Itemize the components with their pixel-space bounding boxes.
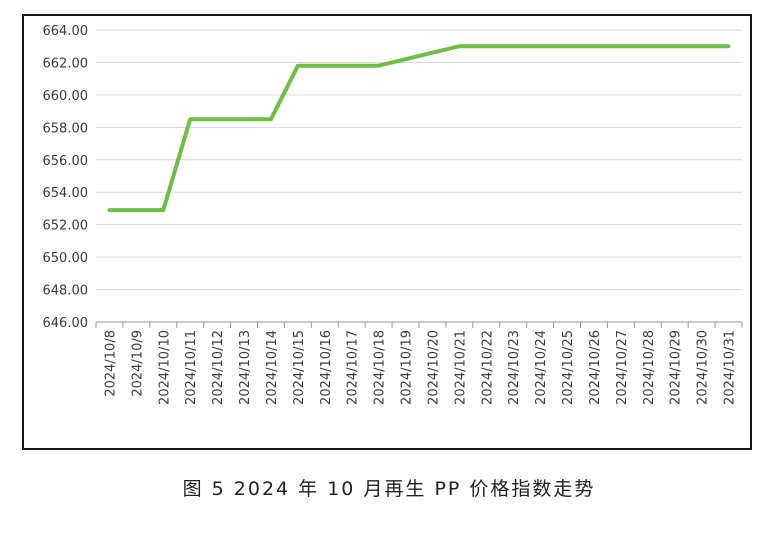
- y-tick-label: 650.00: [43, 251, 89, 266]
- x-tick-label: 2024/10/8: [103, 330, 118, 397]
- x-tick-label: 2024/10/27: [615, 330, 630, 405]
- x-tick-label: 2024/10/14: [265, 330, 280, 405]
- y-tick-label: 654.00: [43, 186, 89, 201]
- x-tick-label: 2024/10/10: [157, 330, 172, 405]
- axes: [95, 321, 743, 328]
- x-tick-label: 2024/10/26: [588, 330, 603, 405]
- x-tick-label: 2024/10/9: [130, 330, 145, 397]
- x-tick-label: 2024/10/11: [184, 330, 199, 405]
- x-tick-label: 2024/10/19: [400, 330, 415, 405]
- x-tick-label: 2024/10/23: [507, 330, 522, 405]
- x-tick-label: 2024/10/28: [642, 330, 657, 405]
- y-tick-label: 646.00: [43, 316, 89, 331]
- y-tick-label: 660.00: [43, 89, 89, 104]
- x-tick-label: 2024/10/13: [238, 330, 253, 405]
- y-tick-label: 662.00: [43, 56, 89, 71]
- y-tick-labels: 646.00 648.00 650.00 652.00 654.00 656.00 658.…: [43, 24, 89, 331]
- y-tick-label: 658.00: [43, 121, 89, 136]
- x-tick-label: 2024/10/18: [373, 330, 388, 405]
- series-layer: [107, 44, 731, 213]
- x-tick-label: 2024/10/16: [319, 330, 334, 405]
- y-tick-label: 664.00: [43, 24, 89, 39]
- y-tick-label: 656.00: [43, 154, 89, 169]
- chart-frame: 646.00 648.00 650.00 652.00 654.00 656.00 658.…: [22, 14, 752, 450]
- y-tick-label: 648.00: [43, 284, 89, 299]
- y-tick-label: 652.00: [43, 219, 89, 234]
- x-tick-label: 2024/10/12: [211, 330, 226, 405]
- grid-lines: [96, 29, 742, 291]
- x-tick-label: 2024/10/31: [723, 330, 738, 405]
- x-tick-label: 2024/10/17: [346, 330, 361, 405]
- x-tick-label: 2024/10/22: [480, 330, 495, 405]
- figure-caption: 图 5 2024 年 10 月再生 PP 价格指数走势: [182, 478, 596, 500]
- x-tick-labels: 2024/10/8 2024/10/9 2024/10/10 2024/10/11 20…: [103, 330, 737, 405]
- series-line: [107, 44, 731, 213]
- x-tick-label: 2024/10/25: [561, 330, 576, 405]
- x-tick-label: 2024/10/30: [696, 330, 711, 405]
- x-tick-label: 2024/10/21: [453, 330, 468, 405]
- x-tick-label: 2024/10/24: [534, 330, 549, 405]
- x-tick-label: 2024/10/20: [426, 330, 441, 405]
- x-tick-label: 2024/10/15: [292, 330, 307, 405]
- price-index-line-chart: 646.00 648.00 650.00 652.00 654.00 656.00 658.…: [43, 24, 743, 405]
- x-tick-label: 2024/10/29: [669, 330, 684, 405]
